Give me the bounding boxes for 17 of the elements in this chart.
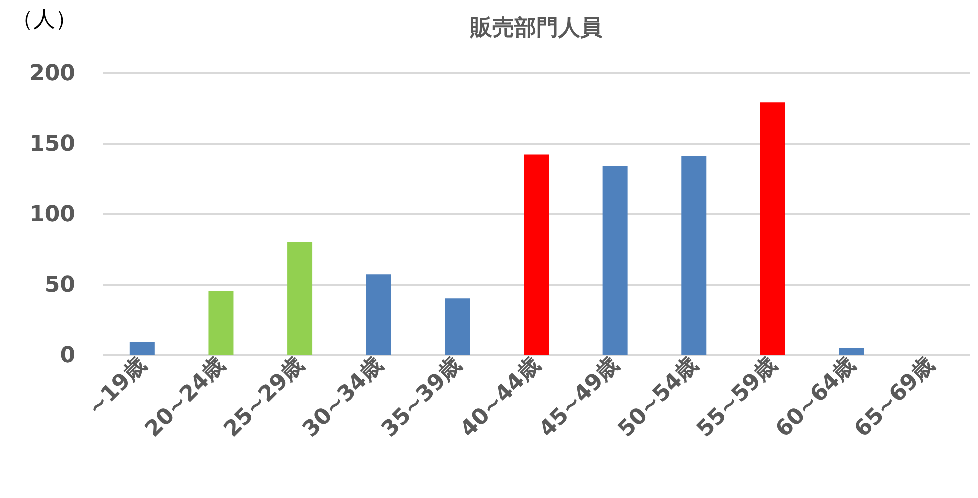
bar — [760, 102, 786, 355]
bar — [445, 298, 470, 355]
bar — [524, 154, 549, 355]
y-tick-label: 100 — [30, 202, 76, 228]
y-tick-label: 50 — [44, 273, 76, 298]
y-tick-label: 150 — [30, 132, 76, 157]
y-tick-label: 0 — [60, 344, 76, 368]
bar — [130, 342, 155, 355]
bar — [208, 292, 234, 355]
y-tick-label: 200 — [30, 62, 76, 86]
bar — [682, 156, 707, 355]
y-axis-title: （人） — [12, 8, 78, 32]
chart-title: 販売部門人員 — [470, 15, 602, 41]
bar — [366, 274, 392, 355]
bar — [288, 242, 313, 355]
bar — [839, 348, 864, 355]
bar — [602, 166, 628, 355]
